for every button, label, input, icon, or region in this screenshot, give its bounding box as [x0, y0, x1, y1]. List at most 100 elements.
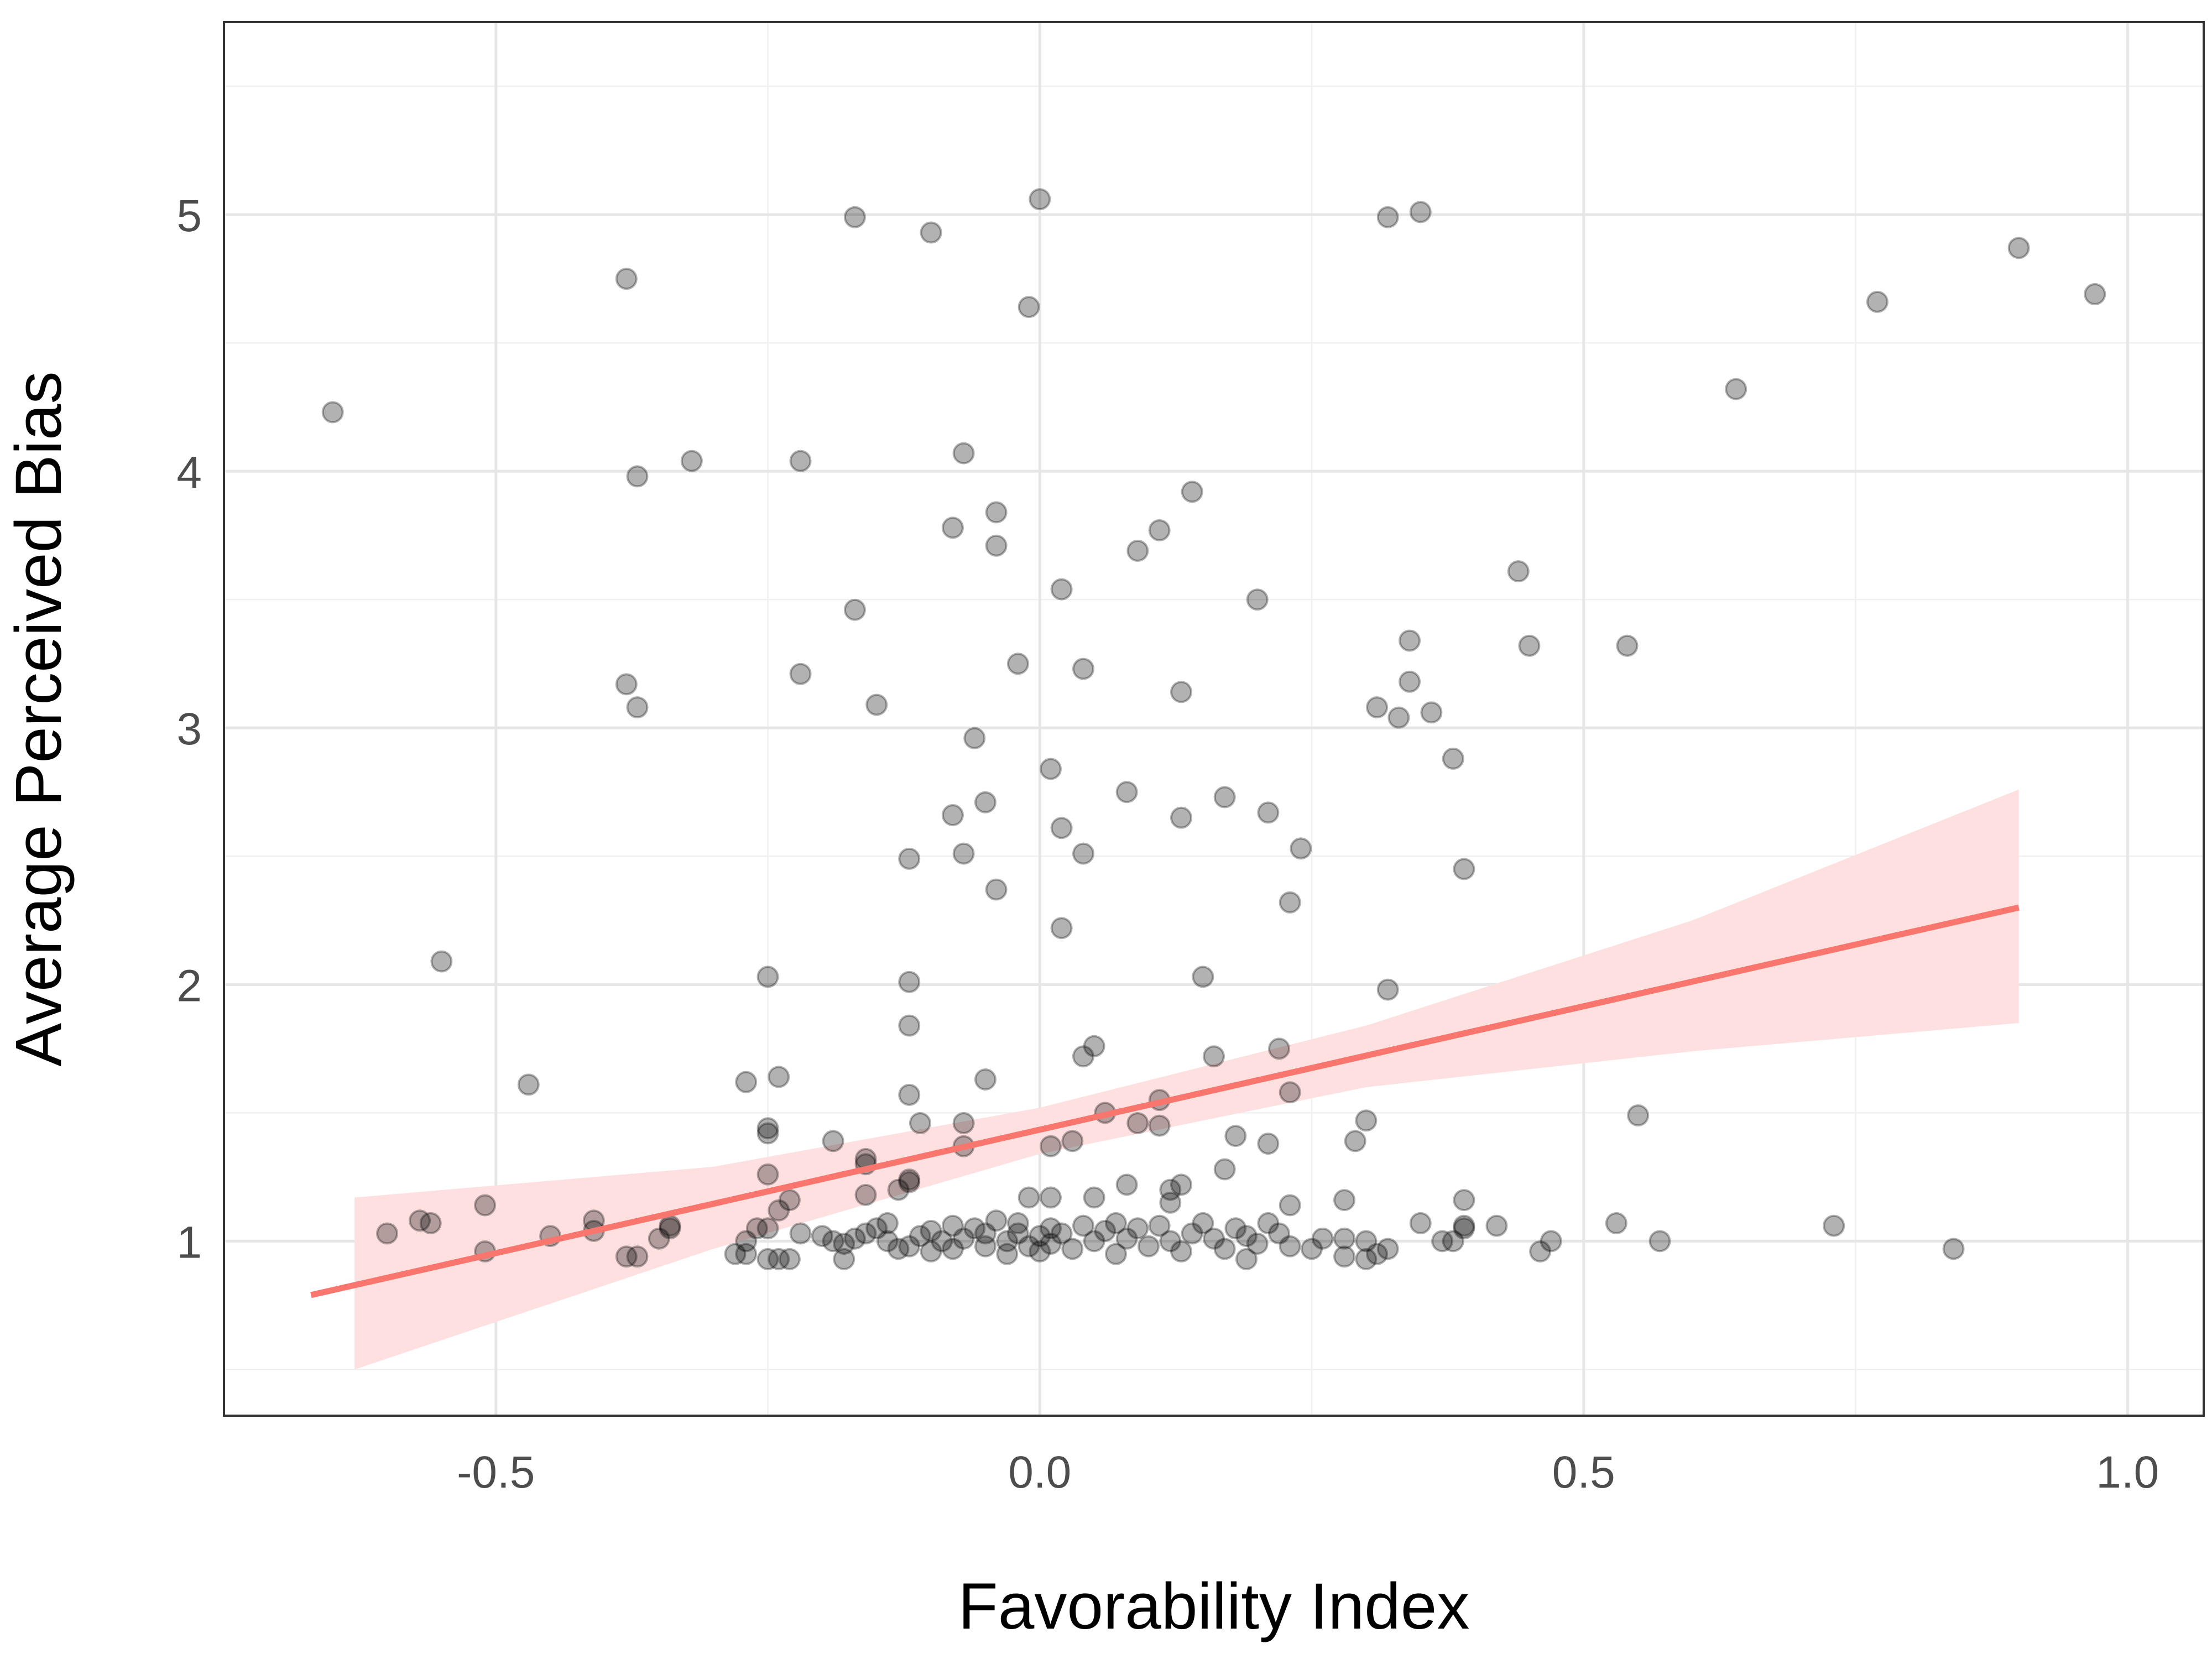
data-point — [1279, 1194, 1301, 1217]
data-point — [887, 1178, 910, 1201]
data-point — [1507, 560, 1530, 583]
data-point — [1246, 1233, 1269, 1255]
x-tick-label: -0.5 — [457, 1447, 535, 1498]
data-point — [985, 878, 1008, 901]
data-point — [1050, 578, 1073, 601]
data-point — [1148, 1214, 1171, 1237]
data-point — [376, 1222, 399, 1245]
data-point — [1029, 1225, 1051, 1248]
data-point — [865, 693, 888, 716]
data-point — [1224, 1125, 1247, 1147]
data-point — [1083, 1230, 1105, 1253]
data-point — [1061, 1130, 1084, 1152]
data-point — [1235, 1225, 1258, 1248]
data-point — [1148, 519, 1171, 541]
data-point — [1257, 1212, 1280, 1234]
data-point — [1159, 1191, 1182, 1214]
data-point — [789, 662, 812, 685]
data-point — [898, 847, 921, 870]
data-point — [985, 501, 1008, 524]
data-point — [843, 1227, 866, 1250]
data-point — [941, 1214, 964, 1237]
data-point — [843, 598, 866, 621]
data-point — [724, 1243, 747, 1265]
data-point — [1213, 1158, 1236, 1181]
data-point — [843, 206, 866, 228]
data-point — [898, 1083, 921, 1106]
y-tick-label: 2 — [176, 961, 202, 1011]
data-point — [952, 442, 975, 465]
data-point — [789, 450, 812, 472]
data-point — [1029, 188, 1051, 211]
y-tick-label: 5 — [176, 191, 202, 241]
data-point — [1366, 1243, 1389, 1265]
data-point — [1006, 653, 1029, 675]
data-point — [757, 1122, 779, 1145]
data-point — [1246, 588, 1269, 611]
data-point — [1279, 1235, 1301, 1258]
data-point — [1942, 1238, 1965, 1260]
data-point — [1050, 817, 1073, 839]
data-point — [745, 1217, 768, 1240]
data-point — [1409, 1212, 1432, 1234]
data-point — [931, 1230, 953, 1253]
data-point — [321, 401, 344, 424]
data-point — [1453, 858, 1475, 880]
data-point — [1333, 1245, 1356, 1268]
data-point — [1268, 1037, 1291, 1060]
data-point — [1115, 781, 1138, 804]
data-point — [680, 450, 703, 472]
data-point — [1148, 1114, 1171, 1137]
data-point — [1355, 1248, 1378, 1270]
data-point — [735, 1230, 758, 1253]
data-point — [1126, 540, 1149, 562]
data-point — [735, 1071, 758, 1093]
data-point — [1192, 1212, 1214, 1234]
data-point — [822, 1130, 844, 1152]
data-point — [920, 1240, 942, 1262]
data-point — [1115, 1227, 1138, 1250]
data-point — [1104, 1212, 1127, 1234]
data-point — [941, 804, 964, 827]
data-point — [811, 1225, 833, 1248]
data-point — [920, 1219, 942, 1242]
data-point — [876, 1212, 899, 1234]
data-point — [833, 1248, 855, 1270]
data-point — [615, 1245, 638, 1268]
data-point — [1203, 1045, 1225, 1068]
data-point — [1203, 1227, 1225, 1250]
data-point — [757, 1248, 779, 1270]
data-point — [1039, 758, 1062, 780]
data-point — [963, 1217, 986, 1240]
data-point — [1823, 1214, 1845, 1237]
data-point — [1431, 1230, 1454, 1253]
data-point — [941, 517, 964, 539]
data-point — [1159, 1230, 1182, 1253]
data-point — [854, 1183, 877, 1206]
data-point — [1072, 1214, 1094, 1237]
data-point — [1083, 1035, 1105, 1057]
data-point — [1126, 1217, 1149, 1240]
data-point — [1006, 1212, 1029, 1234]
data-point — [1213, 1238, 1236, 1260]
data-point — [1355, 1109, 1378, 1132]
data-point — [963, 727, 986, 749]
data-point — [1072, 1045, 1094, 1068]
data-point — [974, 791, 997, 813]
data-point — [1387, 706, 1410, 729]
x-axis-title: Favorability Index — [958, 1570, 1470, 1643]
data-point — [865, 1217, 888, 1240]
data-point — [1399, 670, 1421, 693]
data-point — [1279, 1081, 1301, 1104]
data-point — [735, 1243, 758, 1265]
data-point — [1442, 747, 1464, 770]
data-point — [1072, 842, 1094, 865]
x-tick-label: 1.0 — [2096, 1447, 2159, 1498]
data-point — [909, 1112, 931, 1134]
data-point — [1290, 837, 1312, 860]
data-point — [1170, 1173, 1192, 1196]
data-point — [1355, 1230, 1378, 1253]
data-point — [985, 534, 1008, 557]
data-point — [1006, 1222, 1029, 1245]
data-point — [1442, 1230, 1464, 1253]
